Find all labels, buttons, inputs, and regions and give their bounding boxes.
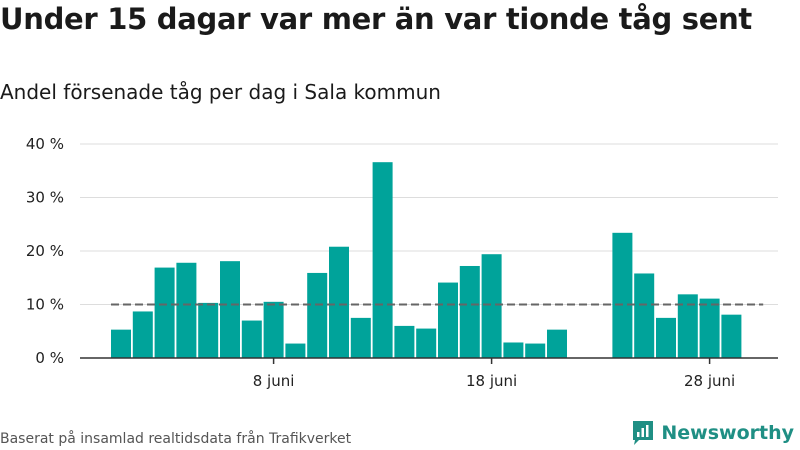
bar [154, 267, 175, 358]
bar [677, 294, 698, 358]
bar [198, 302, 219, 358]
bar-chart: 0 % 10 % 20 % 30 % 40 % 8 juni 18 juni 28 juni [26, 135, 778, 390]
y-tick-label: 0 % [35, 349, 64, 367]
bar [372, 162, 393, 358]
bar [481, 254, 502, 358]
y-axis-ticks: 0 % 10 % 20 % 30 % 40 % [26, 135, 64, 367]
chart-subtitle: Andel försenade tåg per dag i Sala kommu… [0, 80, 441, 104]
bar [329, 246, 349, 358]
newsworthy-icon [633, 421, 654, 445]
bar [634, 273, 655, 358]
bar [438, 282, 458, 358]
brand-name: Newsworthy [661, 422, 794, 444]
bar [721, 314, 742, 358]
bar [525, 343, 546, 358]
x-axis: 8 juni 18 juni 28 juni [80, 357, 778, 390]
chart-title: Under 15 dagar var mer än var tionde tåg… [0, 2, 752, 36]
x-tick-label: 28 juni [684, 372, 735, 390]
bars [111, 162, 742, 358]
bar [176, 262, 197, 358]
bar [263, 301, 284, 358]
bar [220, 261, 240, 358]
bar [656, 317, 676, 358]
bar [416, 328, 437, 358]
y-tick-label: 20 % [26, 242, 64, 260]
y-tick-label: 40 % [26, 135, 64, 153]
newsworthy-logo: Newsworthy [631, 420, 794, 446]
bar [307, 272, 328, 358]
x-tick-label: 18 juni [466, 372, 517, 390]
y-tick-label: 30 % [26, 189, 64, 207]
y-tick-label: 10 % [26, 296, 64, 314]
bar [459, 265, 480, 358]
x-tick-label: 8 juni [253, 372, 295, 390]
bar [350, 317, 371, 358]
source-note: Baserat på insamlad realtidsdata från Tr… [0, 431, 352, 447]
bar [699, 298, 720, 358]
bar [503, 342, 524, 358]
bar [241, 320, 262, 358]
bar [132, 311, 153, 358]
bar [547, 329, 567, 358]
bar [285, 343, 306, 358]
bar [394, 325, 415, 358]
bar [111, 329, 131, 358]
bar [612, 232, 633, 358]
